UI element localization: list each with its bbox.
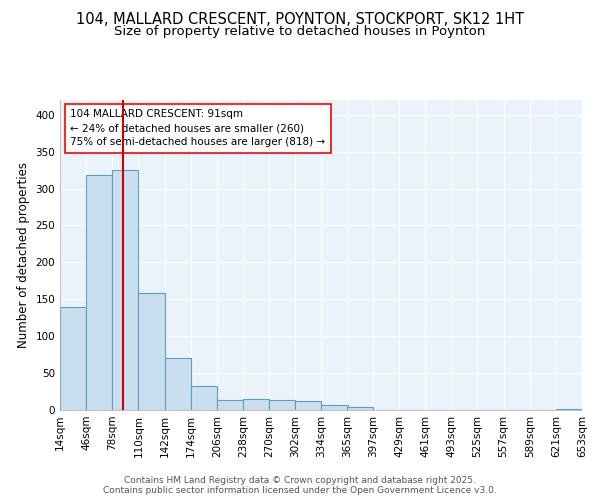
Bar — [269, 400, 295, 410]
Text: Contains HM Land Registry data © Crown copyright and database right 2025.
Contai: Contains HM Land Registry data © Crown c… — [103, 476, 497, 495]
Bar — [556, 408, 582, 410]
Bar — [322, 405, 347, 410]
Bar — [295, 401, 322, 410]
Bar — [112, 170, 139, 410]
Bar — [191, 386, 217, 410]
Text: 104, MALLARD CRESCENT, POYNTON, STOCKPORT, SK12 1HT: 104, MALLARD CRESCENT, POYNTON, STOCKPOR… — [76, 12, 524, 28]
Text: Size of property relative to detached houses in Poynton: Size of property relative to detached ho… — [115, 25, 485, 38]
Text: 104 MALLARD CRESCENT: 91sqm
← 24% of detached houses are smaller (260)
75% of se: 104 MALLARD CRESCENT: 91sqm ← 24% of det… — [70, 110, 326, 148]
Bar — [217, 400, 243, 410]
Bar — [164, 358, 191, 410]
Bar — [139, 294, 164, 410]
Bar — [86, 176, 112, 410]
Bar — [347, 407, 373, 410]
Bar — [60, 306, 86, 410]
Bar — [243, 399, 269, 410]
Y-axis label: Number of detached properties: Number of detached properties — [17, 162, 30, 348]
